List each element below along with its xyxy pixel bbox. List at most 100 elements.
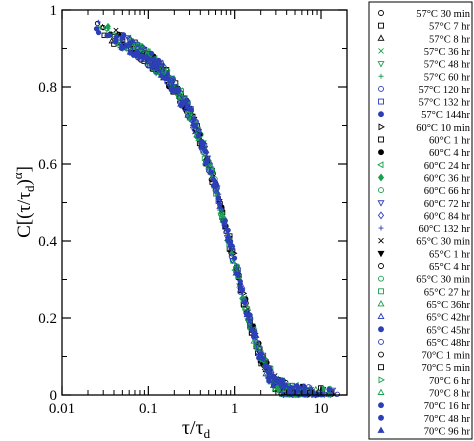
legend-marker <box>377 173 385 182</box>
legend-item: 60°C 4 hr <box>378 148 470 159</box>
data-point <box>135 52 142 59</box>
data-point <box>256 345 262 351</box>
legend-item: 65°C 1 hr <box>377 249 470 260</box>
legend-label: 65°C 45hr <box>426 325 470 336</box>
data-point <box>229 258 236 265</box>
legend-label: 60°C 84 hr <box>424 211 471 222</box>
legend-marker <box>377 426 385 433</box>
data-point <box>230 257 237 264</box>
data-point <box>202 159 209 166</box>
data-point <box>203 148 209 155</box>
legend-label: 60°C 66 hr <box>424 186 471 197</box>
data-point <box>175 87 182 93</box>
legend-marker <box>377 388 385 395</box>
y-tick-label: 1 <box>50 3 58 19</box>
legend-marker <box>377 211 385 220</box>
legend-label: 70°C 5 min <box>421 363 470 374</box>
legend-marker <box>378 225 384 231</box>
data-point <box>250 329 257 336</box>
data-point <box>143 52 151 59</box>
legend-item: 70°C 6 hr <box>378 376 470 387</box>
y-axis-label: C[(τ/τd)α] <box>10 166 37 238</box>
data-point <box>127 50 133 56</box>
y-tick-label: 0.8 <box>38 80 57 96</box>
data-point <box>145 47 152 54</box>
legend-marker <box>378 123 385 131</box>
legend-item: 65°C 42hr <box>377 313 470 324</box>
legend-label: 60°C 132 hr <box>419 224 471 235</box>
legend-marker <box>378 364 384 371</box>
data-point <box>272 375 278 381</box>
data-point <box>227 238 234 244</box>
legend-item: 60°C 1 hr <box>378 136 470 147</box>
legend-label: 70°C 96 hr <box>424 426 471 437</box>
legend-marker <box>377 300 385 307</box>
data-point <box>225 232 232 238</box>
data-point <box>126 36 133 42</box>
legend-marker <box>378 73 384 79</box>
data-point <box>221 220 227 226</box>
data-point <box>254 339 260 345</box>
data-point <box>214 185 220 191</box>
data-point <box>108 37 115 44</box>
legend-label: 60°C 72 hr <box>424 199 471 210</box>
data-point <box>134 43 141 50</box>
legend-item: 60°C 24 hr <box>377 161 470 172</box>
legend-label: 65°C 4 hr <box>429 262 470 273</box>
legend-marker <box>378 136 384 143</box>
scatter-points <box>93 19 341 399</box>
data-point <box>96 19 101 25</box>
legend-marker <box>378 288 384 295</box>
data-point <box>141 45 148 53</box>
data-point <box>122 42 130 49</box>
x-tick-label: 10 <box>314 401 329 417</box>
legend-box <box>368 1 473 440</box>
data-point <box>157 71 165 78</box>
data-point <box>228 245 234 251</box>
data-point <box>266 376 272 382</box>
legend-label: 70°C 16 hr <box>424 401 471 412</box>
data-point <box>243 311 250 318</box>
legend-item: 70°C 96 hr <box>377 426 471 437</box>
legend-item: 57°C 60 hr <box>378 72 470 83</box>
data-point <box>198 139 206 146</box>
legend-marker <box>378 414 384 421</box>
data-point <box>195 135 202 142</box>
legend-marker <box>378 263 384 269</box>
data-point <box>150 56 157 63</box>
data-point <box>246 320 253 328</box>
data-point <box>243 298 248 304</box>
data-point <box>215 195 221 201</box>
data-point <box>164 75 171 82</box>
legend-item: 65°C 45hr <box>378 325 470 336</box>
data-point <box>195 133 201 139</box>
legend-marker <box>378 85 384 92</box>
legend-marker <box>378 402 384 409</box>
legend-item: 57°C 30 min <box>378 9 471 20</box>
legend-item: 70°C 5 min <box>378 363 471 374</box>
legend-marker <box>377 161 384 169</box>
data-point <box>326 386 332 392</box>
data-point <box>161 63 168 71</box>
legend-marker <box>377 34 385 41</box>
legend-item: 57°C 36 hr <box>378 47 471 58</box>
legend-item: 70°C 8 hr <box>377 388 470 400</box>
legend-label: 57°C 8 hr <box>429 34 470 45</box>
legend-item: 70°C 16 hr <box>378 401 471 412</box>
axis-ticks: 0.01 0.1 1 10 0 0.2 0.4 0.6 0.8 1 <box>38 3 348 417</box>
legend-label: 70°C 48 hr <box>424 414 471 425</box>
legend-item: 60°C 84 hr <box>377 211 471 222</box>
data-point <box>184 112 191 120</box>
data-point <box>262 370 269 377</box>
data-point <box>294 387 301 393</box>
legend-marker <box>378 111 384 118</box>
legend-label: 57°C 144hr <box>421 110 470 121</box>
legend-item: 60°C 72 hr <box>377 199 471 210</box>
legend-label: 70°C 1 min <box>421 351 470 362</box>
legend-label: 57°C 36 hr <box>424 47 471 58</box>
data-point <box>207 168 214 175</box>
data-point <box>271 385 279 391</box>
data-point <box>189 120 197 126</box>
data-point <box>237 278 243 285</box>
legend-label: 65°C 30 min <box>416 275 471 286</box>
